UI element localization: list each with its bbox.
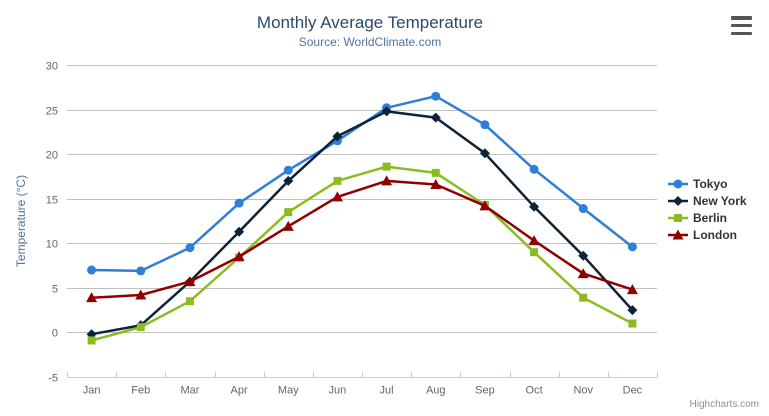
data-point-berlin[interactable]: [628, 319, 637, 328]
x-axis-tick-label: Nov: [573, 385, 593, 397]
data-point-new-york[interactable]: [430, 112, 441, 123]
triangle-marker-icon: [668, 229, 688, 240]
y-axis-title: Temperature (°C): [14, 175, 28, 267]
data-point-london[interactable]: [626, 284, 638, 295]
data-point-new-york[interactable]: [283, 175, 294, 186]
x-axis-tick-label: Dec: [623, 385, 643, 397]
series-line-tokyo: [90, 94, 634, 273]
data-point-tokyo[interactable]: [87, 265, 97, 275]
y-axis-tick-label: 15: [46, 195, 58, 207]
y-axis-tick-label: 5: [52, 284, 58, 296]
data-point-london[interactable]: [86, 292, 98, 303]
data-point-new-york[interactable]: [332, 131, 343, 142]
series-line-london: [90, 179, 634, 299]
y-axis-tick-label: 25: [46, 106, 58, 118]
data-point-berlin[interactable]: [431, 168, 440, 177]
square-marker-icon: [674, 214, 682, 222]
y-axis-tick-label: 30: [46, 61, 58, 73]
x-axis-tick-label: Jun: [329, 385, 347, 397]
data-point-london[interactable]: [184, 276, 196, 287]
hamburger-menu-icon: [731, 16, 752, 20]
square-marker-icon: [668, 214, 688, 222]
legend-item-london[interactable]: London: [668, 227, 747, 243]
legend-item-new-york[interactable]: New York: [668, 193, 747, 209]
data-point-new-york[interactable]: [234, 226, 245, 237]
hamburger-menu-icon: [731, 23, 752, 28]
credits-link[interactable]: Highcharts.com: [689, 399, 759, 410]
y-axis-tick-label: -5: [48, 373, 58, 385]
data-point-tokyo[interactable]: [234, 198, 244, 208]
y-axis-tick-label: 0: [52, 328, 58, 340]
x-axis-tick-label: Aug: [426, 385, 446, 397]
data-point-london[interactable]: [331, 191, 343, 202]
hamburger-menu-icon: [731, 31, 752, 35]
legend: Tokyo New York Berlin London: [668, 176, 747, 244]
data-point-london[interactable]: [381, 175, 393, 186]
x-axis-tick-label: Oct: [526, 385, 543, 397]
legend-label: London: [693, 228, 737, 242]
y-axis-tick-label: 10: [46, 239, 58, 251]
y-axis-tick-label: 20: [46, 150, 58, 162]
legend-item-berlin[interactable]: Berlin: [668, 210, 747, 226]
legend-label: New York: [693, 194, 747, 208]
x-axis-tick-label: Feb: [131, 385, 150, 397]
data-point-tokyo[interactable]: [283, 165, 293, 175]
data-point-tokyo[interactable]: [480, 120, 490, 130]
data-point-london[interactable]: [135, 289, 147, 300]
data-point-berlin[interactable]: [579, 293, 588, 302]
data-point-tokyo[interactable]: [529, 164, 539, 174]
data-point-tokyo[interactable]: [136, 266, 146, 276]
x-axis-tick-label: Jul: [380, 385, 394, 397]
data-point-tokyo[interactable]: [431, 91, 441, 101]
data-point-berlin[interactable]: [530, 248, 539, 257]
data-point-london[interactable]: [479, 200, 491, 211]
data-point-london[interactable]: [577, 268, 589, 279]
data-point-berlin[interactable]: [333, 176, 342, 185]
legend-label: Tokyo: [693, 177, 728, 191]
data-point-berlin[interactable]: [382, 162, 391, 171]
data-point-london[interactable]: [233, 251, 245, 262]
data-point-new-york[interactable]: [627, 305, 638, 316]
data-point-berlin[interactable]: [185, 297, 194, 306]
chart-subtitle: Source: WorldClimate.com: [298, 35, 442, 49]
export-menu-button[interactable]: [731, 16, 752, 35]
x-axis-tick-label: Sep: [475, 385, 495, 397]
data-point-london[interactable]: [528, 235, 540, 246]
series-line-new-york: [90, 110, 634, 336]
x-axis-tick-label: Mar: [180, 385, 199, 397]
x-axis-tick-label: May: [278, 385, 299, 397]
data-point-tokyo[interactable]: [185, 243, 195, 253]
legend-item-tokyo[interactable]: Tokyo: [668, 176, 747, 192]
legend-label: Berlin: [693, 211, 728, 225]
data-point-london[interactable]: [282, 220, 294, 231]
x-axis-tick-label: Apr: [231, 385, 248, 397]
circle-marker-icon: [673, 179, 683, 189]
data-point-new-york[interactable]: [578, 250, 589, 261]
data-point-new-york[interactable]: [479, 148, 490, 159]
data-point-tokyo[interactable]: [578, 204, 588, 214]
data-point-berlin[interactable]: [136, 323, 145, 332]
chart-title: Monthly Average Temperature: [256, 13, 484, 32]
data-point-berlin[interactable]: [284, 208, 293, 217]
x-axis-tick-label: Jan: [83, 385, 101, 397]
diamond-marker-icon: [668, 196, 688, 206]
circle-marker-icon: [668, 179, 688, 189]
data-point-london[interactable]: [430, 178, 442, 189]
triangle-marker-icon: [672, 229, 684, 240]
series-line-berlin: [90, 165, 634, 342]
data-point-tokyo[interactable]: [627, 242, 637, 252]
data-point-new-york[interactable]: [381, 106, 392, 117]
data-point-new-york[interactable]: [529, 201, 540, 212]
diamond-marker-icon: [673, 196, 683, 206]
data-point-berlin[interactable]: [87, 336, 96, 345]
